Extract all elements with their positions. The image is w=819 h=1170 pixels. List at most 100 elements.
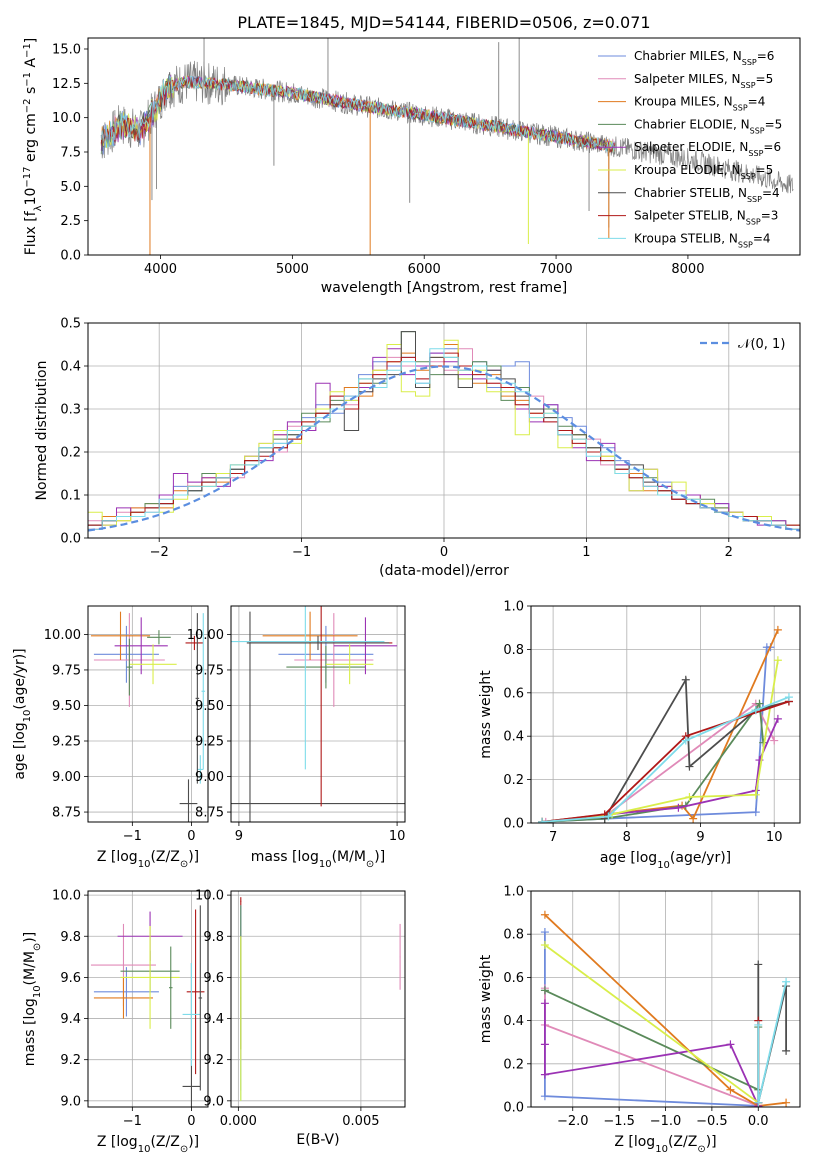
y-tick-label: 9.8 [60,930,81,945]
weight-marker [540,910,549,919]
x-tick-label: 9 [235,829,243,844]
y-tick-label: 8.75 [52,806,81,821]
weight-marker [540,986,549,995]
weight-marker [754,960,763,969]
x-tick-label: −1 [123,829,142,844]
age-vs-metallicity-plot: −1 0 8.75 9.00 9.25 9.50 9.75 10.00 Z [log10(Z/Z… [12,605,209,870]
weight-marker [540,928,549,937]
weight-marker [540,1040,549,1049]
x-tick-label: 5000 [276,262,309,277]
x-tick-label: −1 [292,545,311,560]
mass-vs-metallicity-plot: −1 0 9.0 9.2 9.4 9.6 9.8 10.0 Z [log10(Z/Z⊙)] mas… [22,889,209,1155]
x-tick-label: −1 [123,1114,142,1129]
figure-title: PLATE=1845, MJD=54144, FIBERID=0506, z=0… [237,13,650,32]
plot-area [88,331,800,538]
y-axis-label: age [log10(age/yr)] [12,648,33,779]
x-tick-label: 0.0 [748,1114,769,1129]
legend-entry: Chabrier MILES, NSSP=6 [634,49,774,67]
x-axis-label: mass [log10(M/M⊙)] [251,849,385,870]
spectrum-legend: Chabrier MILES, NSSP=6 Salpeter MILES, NS… [598,49,782,249]
weight-marker [773,656,782,665]
y-tick-label: 9.8 [203,930,224,945]
y-tick-label: 0.0 [60,249,81,264]
x-tick-label: 0 [187,829,195,844]
y-tick-label: 0.0 [503,817,524,832]
y-tick-label: 9.6 [203,971,224,986]
y-tick-label: 0.2 [60,446,81,461]
mass-weight-vs-age-plot: 7 8 9 10 0.0 0.2 0.4 0.6 0.8 1.0 age [log10(age/yr… [478,600,801,871]
x-tick-label: 7 [549,830,557,845]
weight-marker [685,762,694,771]
y-tick-label: 9.0 [60,1094,81,1109]
weight-line-5 [542,660,779,823]
weight-marker [754,1098,763,1107]
weight-line-6 [603,676,790,820]
y-tick-label: 9.25 [52,735,81,750]
weight-marker [685,792,694,801]
x-tick-label: 0.000 [220,1114,257,1129]
x-tick-label: 8000 [671,262,704,277]
axes-frame [87,322,801,539]
legend-entry: 𝒩(0, 1) [738,337,785,352]
weight-line-5 [544,944,759,1104]
plot-area [100,38,794,255]
weight-marker [751,790,760,799]
weight-marker [540,941,549,949]
x-tick-label: 1 [582,545,590,560]
weight-marker [674,803,683,812]
weight-marker [726,1040,735,1049]
weight-marker [782,977,791,986]
y-tick-label: 10.0 [195,889,224,904]
y-tick-label: 9.50 [195,699,224,714]
x-tick-label: 10 [766,830,783,845]
weight-line-3 [544,989,760,1092]
weight-marker [540,1092,549,1101]
y-tick-label: 0.3 [60,403,81,418]
x-tick-label: 7000 [540,262,573,277]
y-tick-label: 0.4 [503,730,524,745]
weight-line-2 [544,914,787,1107]
y-tick-label: 9.4 [203,1012,224,1027]
axes-frame [530,890,801,1108]
weight-line-4 [541,718,779,823]
x-tick-label: −1.5 [603,1114,635,1129]
plot-area [538,625,793,823]
plot-area [90,905,205,1107]
y-tick-label: 8.75 [195,806,224,821]
y-tick-label: 10.0 [52,889,81,904]
x-tick-label: 9 [696,830,704,845]
y-tick-label: 0.6 [503,971,524,986]
x-tick-label: −1.0 [650,1114,682,1129]
y-tick-label: 9.00 [195,770,224,785]
x-tick-label: 0 [187,1114,195,1129]
y-tick-label: 0.0 [503,1101,524,1116]
axes-frame [230,605,406,823]
x-tick-label: 10 [389,829,406,844]
x-tick-label: −0.5 [696,1114,728,1129]
y-tick-label: 9.0 [203,1094,224,1109]
y-tick-label: 12.5 [52,77,81,92]
x-tick-label: −2.0 [557,1114,589,1129]
axes-frame [87,605,209,823]
y-tick-label: 9.6 [60,971,81,986]
y-tick-label: 2.5 [60,214,81,229]
weight-marker [782,1046,791,1055]
y-tick-label: 15.0 [52,42,81,57]
legend-entry: Salpeter ELODIE, NSSP=6 [634,140,781,158]
residual-histogram-8 [88,348,800,538]
y-tick-label: 0.8 [503,643,524,658]
x-axis-label: Z [log10(Z/Z⊙)] [97,849,199,870]
legend-entry: Salpeter MILES, NSSP=5 [634,72,773,90]
axes-frame [230,890,406,1108]
y-tick-label: 0.2 [503,773,524,788]
plot-area [90,611,206,822]
y-tick-label: 1.0 [503,600,524,615]
plot-area [240,897,401,1101]
weight-marker [755,699,764,708]
weight-line-7 [541,700,790,823]
y-tick-label: 9.25 [195,735,224,750]
legend-entry: Chabrier STELIB, NSSP=4 [634,186,780,204]
y-tick-label: 9.50 [52,699,81,714]
x-axis-label: Z [log10(Z/Z⊙)] [614,1134,716,1155]
plot-area [540,910,791,1107]
